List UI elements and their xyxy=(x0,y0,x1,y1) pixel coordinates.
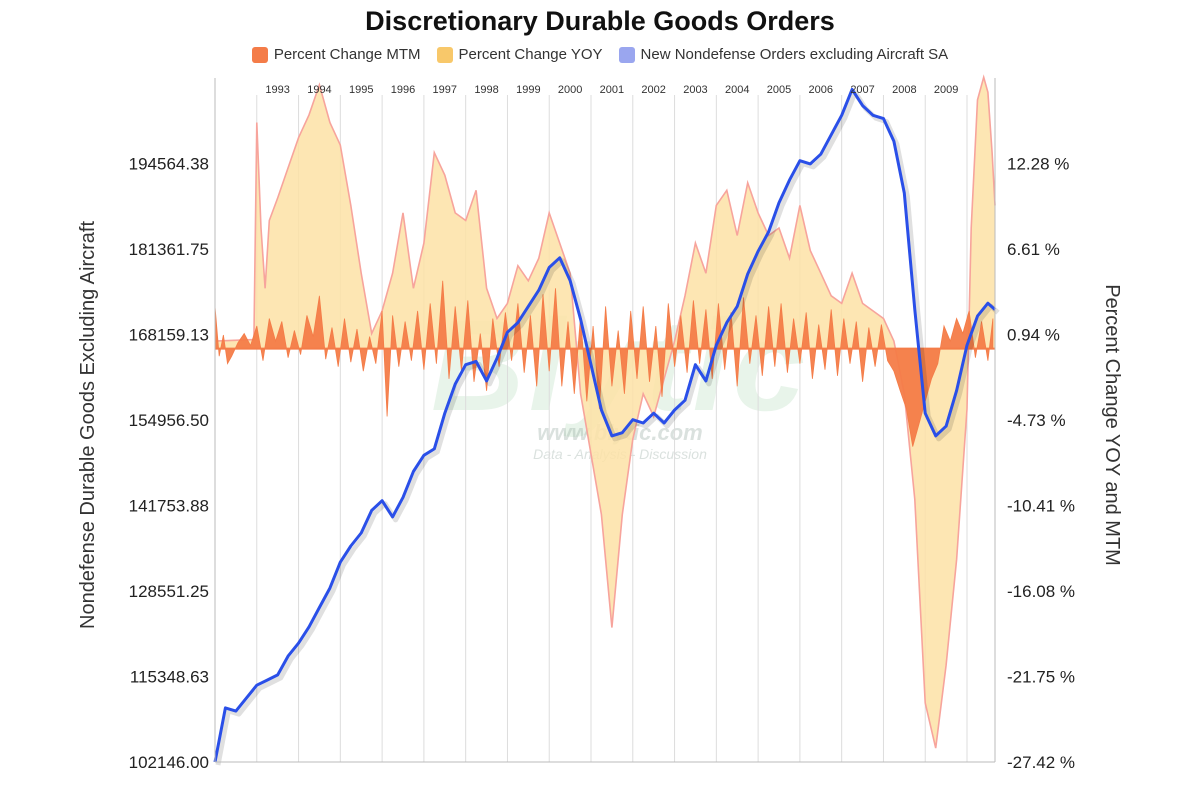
year-labels: 1993 1994 1995 1996 1997 1998 1999 2000 2001 2002… xyxy=(265,84,958,96)
legend-swatch-yoy xyxy=(436,46,453,63)
yoy-area xyxy=(215,77,995,749)
y-right-tick-label: -21.75 % xyxy=(1007,668,1075,687)
y-right-tick-label: 0.94 % xyxy=(1007,325,1060,344)
series-yoy xyxy=(214,74,996,749)
y-left-tick-label: 102146.00 xyxy=(129,753,209,772)
year-label: 1993 xyxy=(265,84,289,96)
y-left-axis-title: Nondefense Durable Goods Excluding Aircr… xyxy=(77,221,99,629)
legend-label-yoy: Percent Change YOY xyxy=(458,46,603,63)
year-label: 1996 xyxy=(391,84,415,96)
y-left-tick-label: 115348.63 xyxy=(130,667,209,686)
legend-label-orders: New Nondefense Orders excluding Aircraft… xyxy=(640,46,949,63)
series-mtm xyxy=(214,280,995,447)
year-label: 2001 xyxy=(600,84,624,96)
right-axis-ticks: 12.28 % 6.61 % 0.94 % -4.73 % -10.41 % -16.08… xyxy=(1007,154,1075,772)
y-right-tick-label: -4.73 % xyxy=(1007,411,1066,430)
y-right-tick-label: -10.41 % xyxy=(1007,497,1075,516)
orders-line xyxy=(213,87,997,763)
axes xyxy=(214,78,996,763)
y-right-tick-label: 12.28 % xyxy=(1007,154,1069,173)
legend: Percent Change MTM Percent Change YOY Ne… xyxy=(0,46,1200,63)
y-left-tick-label: 194564.38 xyxy=(129,154,209,173)
mtm-area xyxy=(214,280,994,447)
y-left-tick-label: 181361.75 xyxy=(129,240,209,259)
year-label: 2006 xyxy=(809,84,833,96)
chart-title: Discretionary Durable Goods Orders xyxy=(365,6,835,36)
legend-swatch-orders xyxy=(618,46,635,63)
legend-swatch-mtm xyxy=(251,46,268,63)
y-right-axis-title: Percent Change YOY and MTM xyxy=(1101,284,1123,566)
year-label: 1994 xyxy=(307,84,331,96)
legend-label-mtm: Percent Change MTM xyxy=(273,46,421,63)
year-label: 1998 xyxy=(474,84,498,96)
year-label: 2009 xyxy=(934,84,958,96)
y-right-tick-label: -16.08 % xyxy=(1007,582,1075,601)
yoy-line xyxy=(214,74,996,749)
year-label: 2008 xyxy=(892,84,916,96)
legend-item-mtm[interactable]: Percent Change MTM xyxy=(251,46,421,63)
series-orders xyxy=(213,87,1000,766)
left-axis-ticks: 194564.38 181361.75 168159.13 154956.50 1417… xyxy=(129,154,209,772)
y-right-tick-label: 6.61 % xyxy=(1007,240,1060,259)
year-label: 1995 xyxy=(349,84,373,96)
year-label: 1999 xyxy=(516,84,540,96)
year-label: 1997 xyxy=(433,84,457,96)
legend-item-yoy[interactable]: Percent Change YOY xyxy=(436,46,603,63)
y-left-tick-label: 168159.13 xyxy=(129,325,209,344)
legend-item-orders[interactable]: New Nondefense Orders excluding Aircraft… xyxy=(618,46,949,63)
y-left-tick-label: 141753.88 xyxy=(129,496,209,515)
year-label: 2003 xyxy=(683,84,707,96)
year-label: 2005 xyxy=(767,84,791,96)
year-label: 2000 xyxy=(558,84,582,96)
y-left-tick-label: 128551.25 xyxy=(129,582,209,601)
y-right-tick-label: -27.42 % xyxy=(1007,753,1075,772)
year-label: 2007 xyxy=(850,84,874,96)
y-left-tick-label: 154956.50 xyxy=(129,411,209,430)
year-label: 2002 xyxy=(641,84,665,96)
year-label: 2004 xyxy=(725,84,749,96)
